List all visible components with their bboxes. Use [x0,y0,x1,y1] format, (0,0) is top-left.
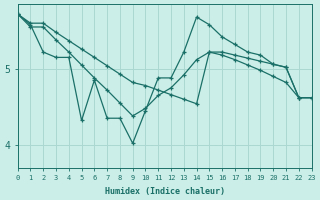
X-axis label: Humidex (Indice chaleur): Humidex (Indice chaleur) [105,187,225,196]
